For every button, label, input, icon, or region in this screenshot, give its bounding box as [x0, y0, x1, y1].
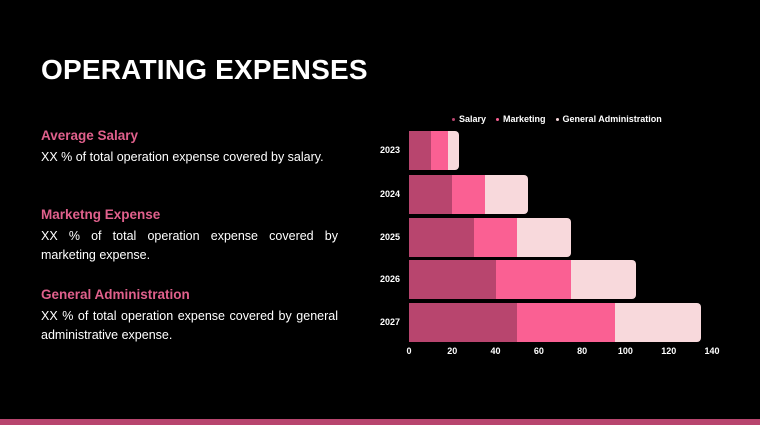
- bar-segment-salary: [409, 175, 453, 214]
- bar-segment-marketing: [495, 260, 572, 299]
- x-axis-tick: 140: [704, 346, 720, 356]
- x-axis-tick: 40: [490, 346, 501, 356]
- section-title: Marketng Expense: [41, 207, 161, 222]
- section-body: XX % of total operation expense covered …: [41, 309, 338, 342]
- section-marketing-expense: Marketng Expense XX % of total operation…: [41, 206, 338, 265]
- bar-2023: [409, 131, 459, 170]
- bottom-accent-strip: [0, 419, 760, 425]
- x-axis-tick: 60: [533, 346, 544, 356]
- bar-2025: [409, 218, 572, 257]
- bar-segment-general-administration: [614, 303, 702, 342]
- bar-segment-marketing: [452, 175, 485, 214]
- x-axis-tick: 80: [577, 346, 588, 356]
- legend-label: General Administration: [562, 114, 662, 124]
- chart-legend: Salary Marketing General Administration: [452, 114, 662, 124]
- y-axis-label: 2027: [380, 317, 401, 327]
- y-axis-label: 2023: [380, 145, 401, 155]
- bar-segment-general-administration: [484, 175, 529, 214]
- section-average-salary: Average Salary XX % of total operation e…: [41, 127, 338, 167]
- section-title: General Administration: [41, 287, 190, 302]
- legend-item-marketing: Marketing: [496, 114, 546, 124]
- bar-segment-marketing: [473, 218, 518, 257]
- bar-segment-general-administration: [571, 260, 637, 299]
- x-axis-tick: 120: [661, 346, 677, 356]
- y-axis-label: 2026: [380, 274, 401, 284]
- bar-segment-salary: [409, 303, 518, 342]
- bar-2024: [409, 175, 529, 214]
- legend-dot-icon: [555, 117, 559, 121]
- bar-2026: [409, 260, 637, 299]
- section-general-administration: General Administration XX % of total ope…: [41, 286, 338, 345]
- section-body: XX % of total operation expense covered …: [41, 229, 338, 262]
- legend-dot-icon: [452, 117, 455, 121]
- bar-segment-general-administration: [517, 218, 572, 257]
- legend-item-general-administration: General Administration: [555, 114, 662, 124]
- legend-dot-icon: [496, 117, 500, 121]
- page-title: OPERATING EXPENSES: [41, 54, 368, 85]
- bar-segment-salary: [409, 260, 496, 299]
- bar-segment-general-administration: [447, 131, 459, 170]
- bar-segment-marketing: [517, 303, 615, 342]
- x-axis-tick: 100: [617, 346, 633, 356]
- legend-label: Salary: [459, 114, 487, 124]
- bar-segment-salary: [409, 131, 431, 170]
- legend-label: Marketing: [503, 114, 546, 124]
- legend-item-salary: Salary: [452, 114, 486, 124]
- y-axis-label: 2025: [380, 232, 401, 242]
- x-axis-tick: 0: [406, 346, 412, 356]
- bar-segment-marketing: [430, 131, 448, 170]
- bar-segment-salary: [409, 218, 474, 257]
- bar-2027: [409, 303, 702, 342]
- section-body: XX % of total operation expense covered …: [41, 150, 324, 164]
- y-axis-label: 2024: [380, 189, 401, 199]
- section-title: Average Salary: [41, 128, 139, 143]
- x-axis-tick: 20: [447, 346, 458, 356]
